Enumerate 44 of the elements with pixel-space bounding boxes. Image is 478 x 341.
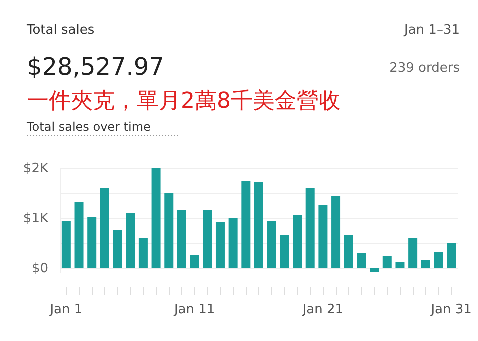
bar: [306, 188, 315, 268]
chart-subtitle: Total sales over time: [26, 120, 151, 134]
bar: [190, 256, 200, 268]
bar: [113, 230, 122, 268]
bar: [74, 202, 84, 268]
y-tick-label: $2K: [23, 162, 49, 176]
bar: [434, 252, 444, 268]
x-tick-label: Jan 1: [49, 302, 83, 318]
bar: [447, 244, 456, 268]
bar: [318, 206, 328, 268]
bar: [332, 196, 341, 268]
y-tick-label: $1K: [23, 212, 49, 226]
y-tick-label: $0: [32, 262, 48, 276]
text: 239 orders: [390, 61, 460, 76]
bar: [138, 238, 148, 268]
bar: [100, 188, 110, 268]
bar: [357, 254, 366, 268]
bar: [408, 238, 418, 268]
chart-title: Total sales: [26, 23, 95, 38]
bar: [396, 262, 405, 268]
bar: [164, 194, 174, 268]
bar: [88, 218, 97, 268]
bar: [152, 168, 161, 268]
bar: [293, 216, 302, 268]
bar: [382, 256, 392, 268]
text: $28,527.97: [27, 53, 164, 81]
text: 一件夾克，單月2萬8千美金營收: [27, 89, 341, 114]
bar: [280, 236, 290, 268]
bar: [62, 222, 71, 268]
bar: [242, 182, 251, 268]
text: Jan 1–31: [404, 23, 460, 38]
x-tick-label: Jan 11: [173, 302, 216, 318]
bar: [177, 210, 186, 268]
bar: [216, 222, 225, 268]
x-tick-label: Jan 21: [302, 302, 344, 318]
bar: [203, 210, 212, 268]
bar: [370, 268, 380, 272]
bar: [254, 182, 264, 268]
bar: [267, 222, 276, 268]
bar: [126, 214, 136, 268]
x-tick-label: Jan 31: [430, 302, 472, 318]
bar: [344, 236, 354, 268]
bar: [228, 218, 238, 268]
bar: [421, 260, 430, 268]
